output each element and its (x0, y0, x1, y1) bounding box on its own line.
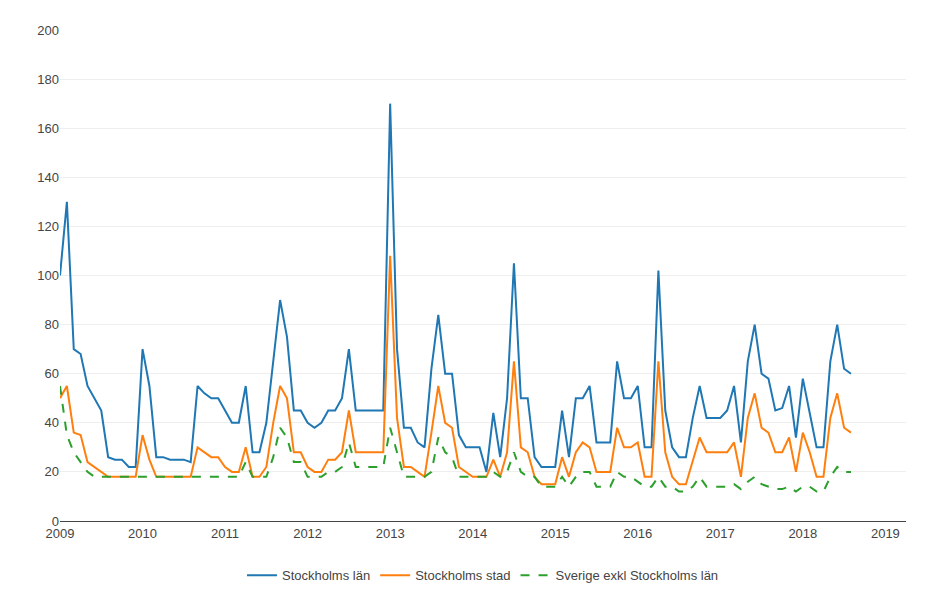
svg-text:2010: 2010 (128, 526, 157, 541)
svg-text:2013: 2013 (376, 526, 405, 541)
svg-text:2017: 2017 (706, 526, 735, 541)
svg-text:100: 100 (37, 268, 59, 283)
svg-text:Sverige exkl Stockholms län: Sverige exkl Stockholms län (556, 568, 719, 583)
svg-text:Stockholms stad: Stockholms stad (415, 568, 510, 583)
svg-text:160: 160 (37, 121, 59, 136)
svg-text:180: 180 (37, 72, 59, 87)
svg-text:140: 140 (37, 170, 59, 185)
svg-text:2015: 2015 (541, 526, 570, 541)
svg-text:2016: 2016 (623, 526, 652, 541)
svg-text:Stockholms län: Stockholms län (282, 568, 370, 583)
svg-text:200: 200 (37, 23, 59, 38)
svg-text:2011: 2011 (211, 526, 239, 541)
svg-text:0: 0 (52, 514, 59, 529)
svg-text:20: 20 (45, 464, 59, 479)
svg-text:2012: 2012 (293, 526, 322, 541)
svg-text:80: 80 (45, 317, 59, 332)
svg-text:60: 60 (45, 366, 59, 381)
svg-text:120: 120 (37, 219, 59, 234)
svg-text:2018: 2018 (788, 526, 817, 541)
svg-text:40: 40 (45, 415, 59, 430)
svg-text:2014: 2014 (458, 526, 487, 541)
svg-text:2019: 2019 (871, 526, 900, 541)
svg-text:2009: 2009 (46, 526, 75, 541)
